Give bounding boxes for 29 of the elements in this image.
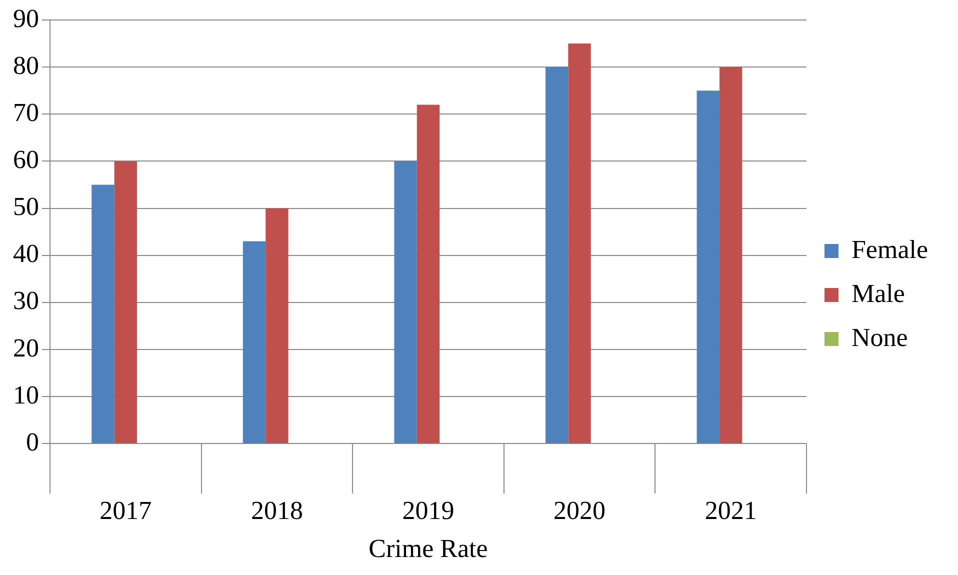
bar xyxy=(545,67,568,444)
legend-label: Female xyxy=(851,234,928,264)
bar xyxy=(242,241,266,444)
y-tick-label: 30 xyxy=(13,286,39,316)
bar xyxy=(696,90,720,444)
bar xyxy=(416,104,440,444)
x-axis-title: Crime Rate xyxy=(368,534,488,564)
x-tick-label: 2017 xyxy=(100,496,152,526)
bar xyxy=(266,208,288,444)
y-tick-label: 0 xyxy=(26,427,39,456)
legend-label: Male xyxy=(851,278,905,308)
y-tick-label: 90 xyxy=(13,4,39,33)
y-tick-label: 70 xyxy=(13,98,39,127)
bar xyxy=(92,184,114,444)
x-tick-label: 2020 xyxy=(554,496,606,526)
y-tick-label: 50 xyxy=(13,192,39,222)
bar xyxy=(114,161,137,444)
bar xyxy=(568,44,591,444)
y-tick-label: 80 xyxy=(13,50,39,80)
x-tick-label: 2021 xyxy=(704,496,757,526)
y-tick-label: 20 xyxy=(13,333,39,362)
y-tick-label: 40 xyxy=(13,239,39,268)
x-tick-label: 2018 xyxy=(250,496,303,526)
legend-label: None xyxy=(851,322,908,352)
y-tick-label: 10 xyxy=(13,380,39,410)
x-tick-label: 2019 xyxy=(402,496,454,526)
y-tick-label: 60 xyxy=(13,145,39,174)
bar xyxy=(719,67,742,444)
bar xyxy=(394,161,417,444)
